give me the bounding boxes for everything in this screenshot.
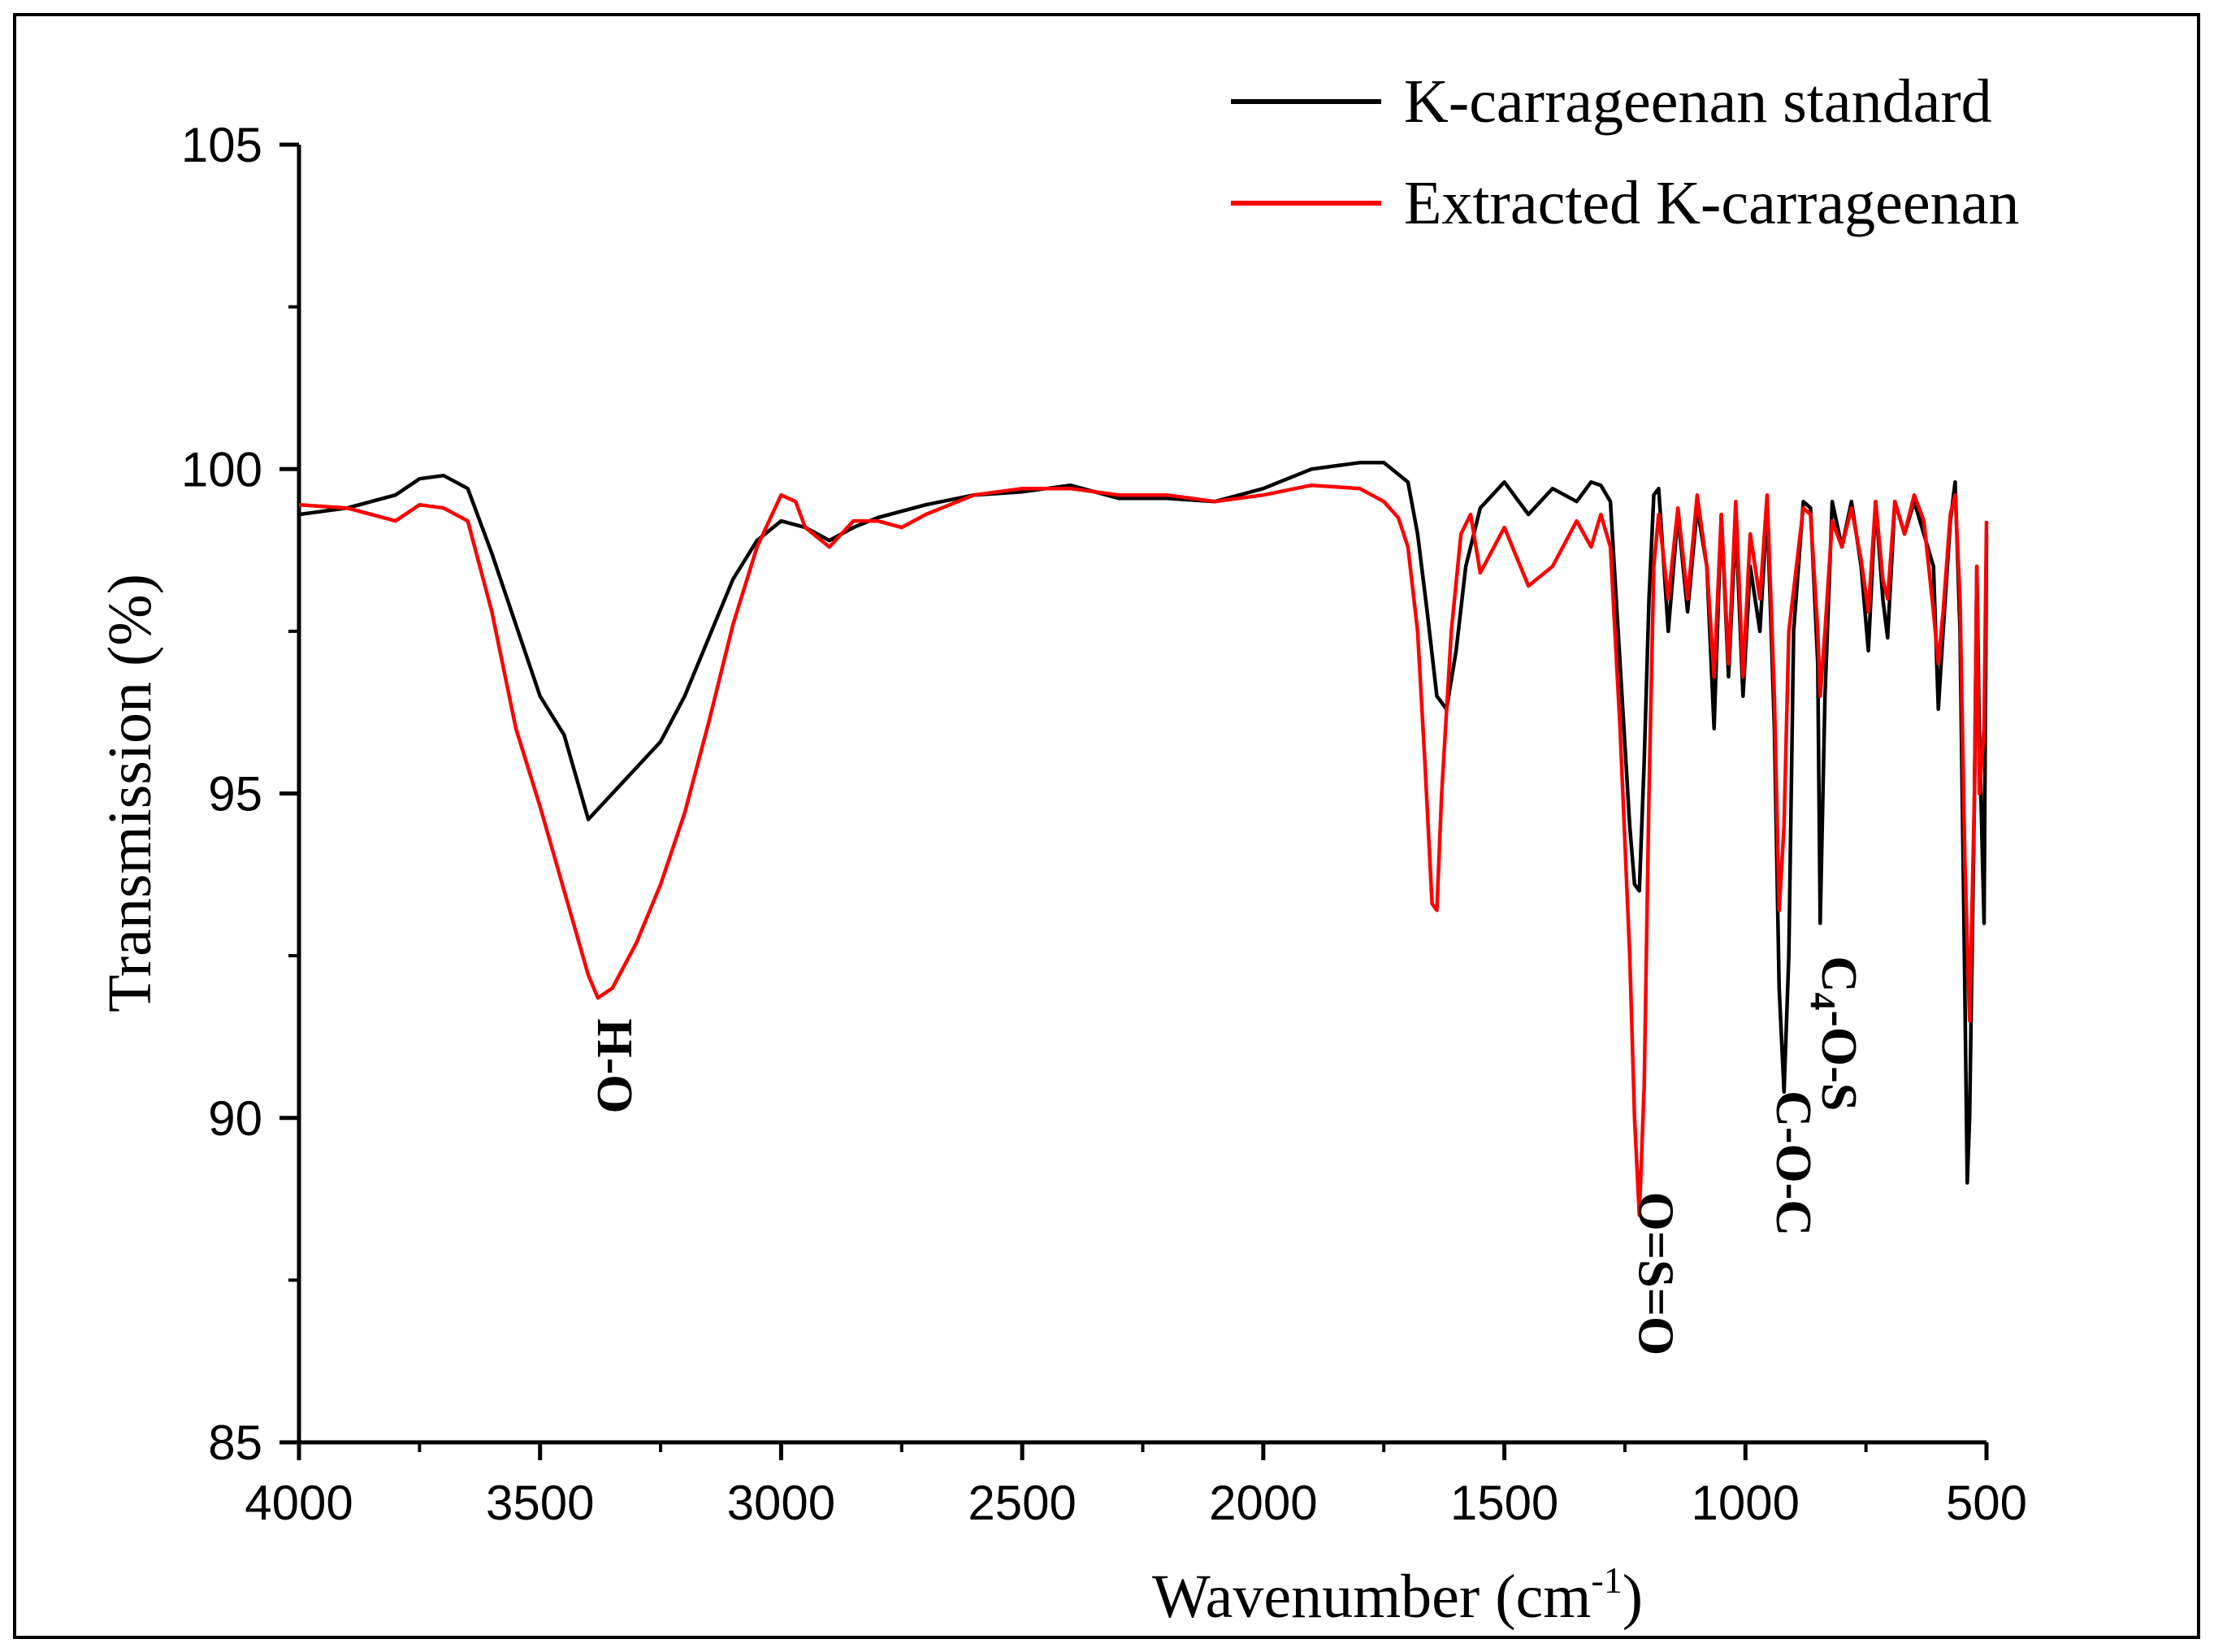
ticks — [279, 142, 1989, 1460]
x-axis-title: Wavenumber (cm-1) — [1152, 1559, 1643, 1631]
tick-labels: 4000 3500 3000 2500 2000 1500 1000 500 85 90 95 100… — [181, 118, 2027, 1530]
y-tick-label: 95 — [208, 767, 262, 822]
peak-annotation: C4-O-S — [1803, 956, 1866, 1112]
x-tick-label: 3500 — [486, 1476, 594, 1530]
legend-label-standard: K-carrageenan standard — [1404, 67, 1992, 136]
y-axis-title: Transmission (%) — [96, 574, 164, 1012]
series-group — [298, 461, 1989, 1217]
x-tick-label: 500 — [1946, 1476, 2027, 1530]
x-tick-label: 2500 — [968, 1476, 1076, 1530]
y-tick-label: 90 — [208, 1091, 262, 1146]
legend-label-extracted: Extracted K-carrageenan — [1404, 169, 2019, 237]
y-tick-label: 85 — [208, 1416, 262, 1470]
series-extracted-line — [298, 483, 1989, 1217]
annotations: H-O O=S=O C-O-CC4-O-S — [587, 956, 1866, 1356]
x-tick-label: 1000 — [1692, 1476, 1800, 1530]
legend: K-carrageenan standard Extracted K-carra… — [1231, 67, 2019, 237]
figure-frame — [13, 13, 2200, 1639]
y-tick-label: 100 — [181, 442, 262, 496]
x-tick-label: 2000 — [1209, 1476, 1317, 1530]
x-tick-label: 3000 — [727, 1476, 835, 1530]
x-tick-label: 1500 — [1450, 1476, 1558, 1530]
x-tick-label: 4000 — [245, 1476, 353, 1530]
peak-annotation: C-O-C — [1766, 1090, 1821, 1236]
axes — [297, 145, 1987, 1445]
peak-annotation: O=S=O — [1628, 1192, 1683, 1356]
peak-annotation: H-O — [587, 1018, 642, 1113]
y-tick-label: 105 — [181, 118, 262, 172]
